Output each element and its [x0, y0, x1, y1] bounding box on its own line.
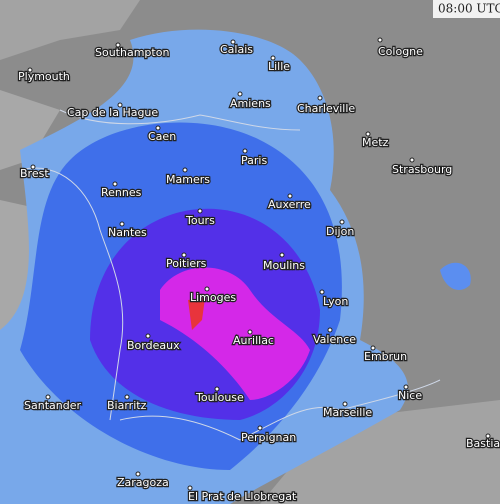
city-dot [181, 252, 187, 258]
city-label: Lyon [323, 295, 348, 308]
city-dot [403, 384, 409, 390]
city-dot [242, 148, 248, 154]
city-label: Toulouse [195, 391, 244, 404]
city-label: Brest [20, 167, 49, 180]
city-label: Rennes [101, 186, 142, 199]
city-dot [409, 157, 415, 163]
city-label: Bordeaux [127, 339, 180, 352]
city-label: Paris [241, 154, 267, 167]
city-label: Moulins [263, 259, 305, 272]
city-label: Calais [220, 43, 253, 56]
city-dot [279, 252, 285, 258]
city-label: Plymouth [18, 70, 70, 83]
city-label: Lille [268, 60, 290, 73]
city-dot [112, 181, 118, 187]
city-label: Metz [362, 136, 389, 149]
city-label: El Prat de Llobregat [188, 490, 297, 503]
city-dot [115, 42, 121, 48]
city-label: Embrun [364, 350, 407, 363]
sea [0, 0, 140, 60]
city-dot [30, 164, 36, 170]
city-dot [27, 67, 33, 73]
city-label: Cologne [378, 45, 423, 58]
city-dot [117, 102, 123, 108]
city-dot [342, 401, 348, 407]
city-label: Caen [148, 130, 176, 143]
city-dot [119, 221, 125, 227]
city-dot [237, 91, 243, 97]
city-dot [214, 386, 220, 392]
sea [260, 400, 500, 504]
city-label: Nantes [108, 226, 147, 239]
city-dot [182, 167, 188, 173]
city-dot [124, 394, 130, 400]
city-dot [187, 485, 193, 491]
radar-cell [440, 262, 471, 290]
city-label: Tours [185, 214, 215, 227]
city-dot [247, 329, 253, 335]
city-dot [257, 425, 263, 431]
city-dot [145, 333, 151, 339]
city-label: Charleville [297, 102, 355, 115]
city-label: Perpignan [241, 431, 296, 444]
city-dot [204, 286, 210, 292]
city-dot [197, 208, 203, 214]
coastline [19, 109, 441, 441]
city-dot [365, 131, 371, 137]
city-label: Limoges [190, 291, 236, 304]
city-label: Dijon [326, 225, 354, 238]
city-dot [370, 345, 376, 351]
city-dot [327, 327, 333, 333]
time-box [433, 0, 500, 18]
city-label: Zaragoza [117, 476, 169, 489]
city-label: Marseille [323, 406, 372, 419]
city-label: Nice [398, 389, 422, 402]
city-dot [45, 394, 51, 400]
city-label: Auxerre [268, 198, 311, 211]
city-label: Strasbourg [392, 163, 452, 176]
radar-extreme [188, 298, 205, 330]
city-label: Valence [313, 333, 356, 346]
city-dot [377, 37, 383, 43]
city-dot [230, 39, 236, 45]
city-label: Biarritz [107, 399, 147, 412]
city-dot [339, 219, 345, 225]
city-label: Santander [24, 399, 81, 412]
city-dot [485, 433, 491, 439]
city-label: Poitiers [166, 257, 207, 270]
time-label: 08:00 UTC [438, 2, 500, 16]
city-label: Cap de la Hague [67, 106, 158, 119]
city-dot [287, 193, 293, 199]
city-dot [270, 55, 276, 61]
city-label: Mamers [166, 173, 210, 186]
city-label: Southampton [95, 46, 169, 59]
city-label: Aurillac [233, 334, 274, 347]
city-dot [319, 289, 325, 295]
city-dot [135, 471, 141, 477]
city-label: Amiens [230, 97, 271, 110]
city-dot [155, 125, 161, 131]
city-dot [317, 95, 323, 101]
city-label: Bastia [466, 437, 500, 450]
